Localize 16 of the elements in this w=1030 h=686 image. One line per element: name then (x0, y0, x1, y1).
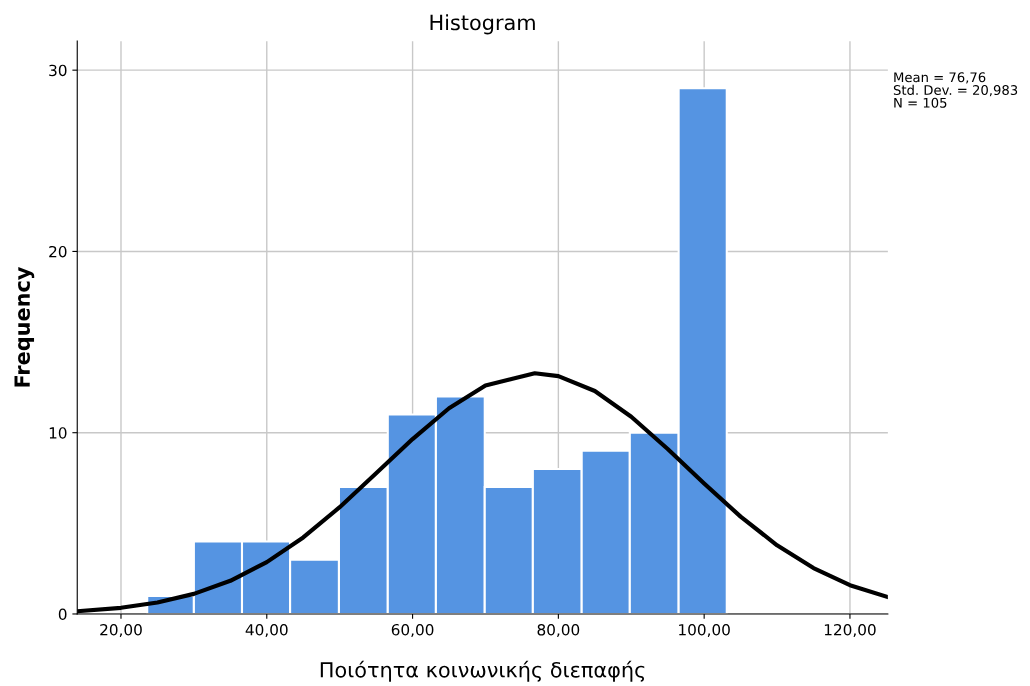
x-tick-label: 100,00 (679, 623, 730, 638)
x-tick-label: 80,00 (537, 623, 580, 638)
x-tick-label: 120,00 (824, 623, 876, 638)
y-axis-title: Frequency (14, 266, 35, 387)
x-axis-title: Ποιότητα κοινωνικής διεπαφής (320, 660, 645, 682)
y-tick-label: 20 (49, 245, 67, 258)
y-tick-label: 10 (49, 427, 67, 439)
x-tick-label: 40,00 (245, 623, 288, 638)
x-tick-label: 20,00 (100, 623, 142, 638)
chart-title: Histogram (430, 14, 535, 35)
text: Std. Dev. = 20,983 (893, 84, 1018, 97)
x-tick-label: 60,00 (391, 623, 434, 638)
text: Mean = 76,76 (894, 72, 986, 84)
y-tick-label: 0 (58, 608, 67, 620)
text: N = 105 (894, 97, 947, 108)
y-tick-label: 30 (49, 64, 67, 77)
